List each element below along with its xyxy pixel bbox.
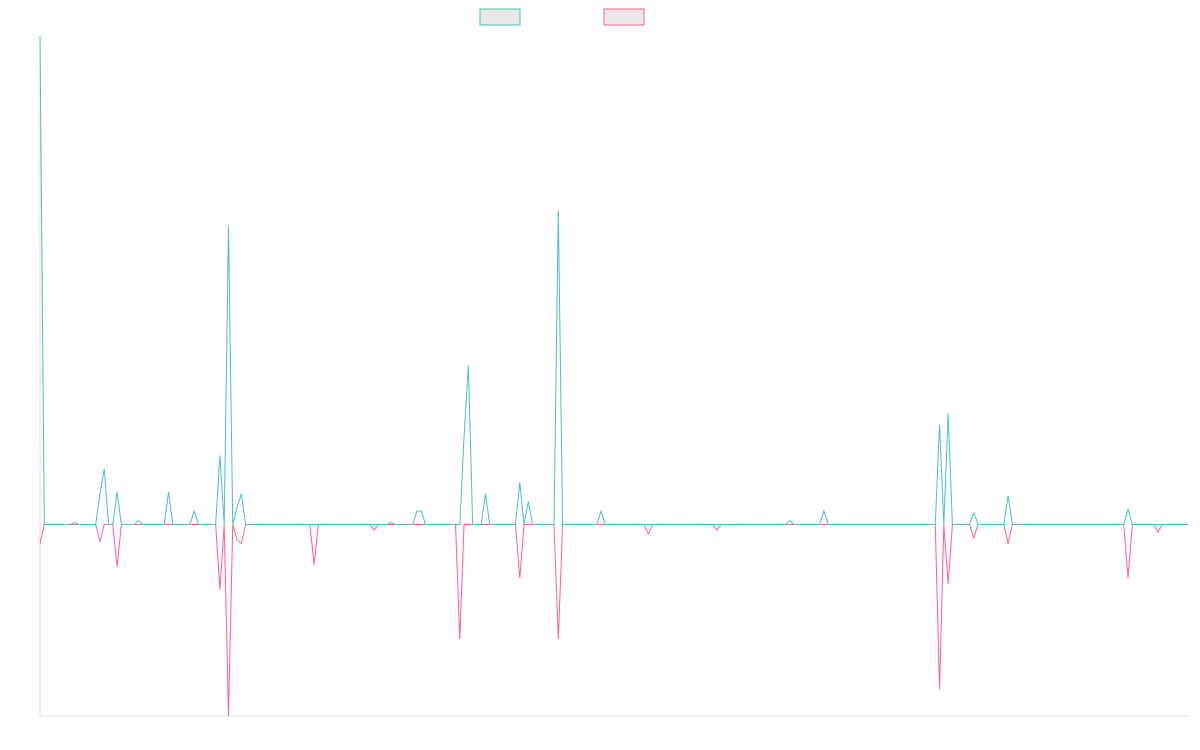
- legend-swatch-series-a[interactable]: [479, 8, 521, 26]
- legend-swatch-series-b[interactable]: [603, 8, 645, 26]
- series-a-line: [39, 35, 1188, 525]
- series-b-line: [39, 523, 1188, 717]
- legend: [479, 8, 645, 26]
